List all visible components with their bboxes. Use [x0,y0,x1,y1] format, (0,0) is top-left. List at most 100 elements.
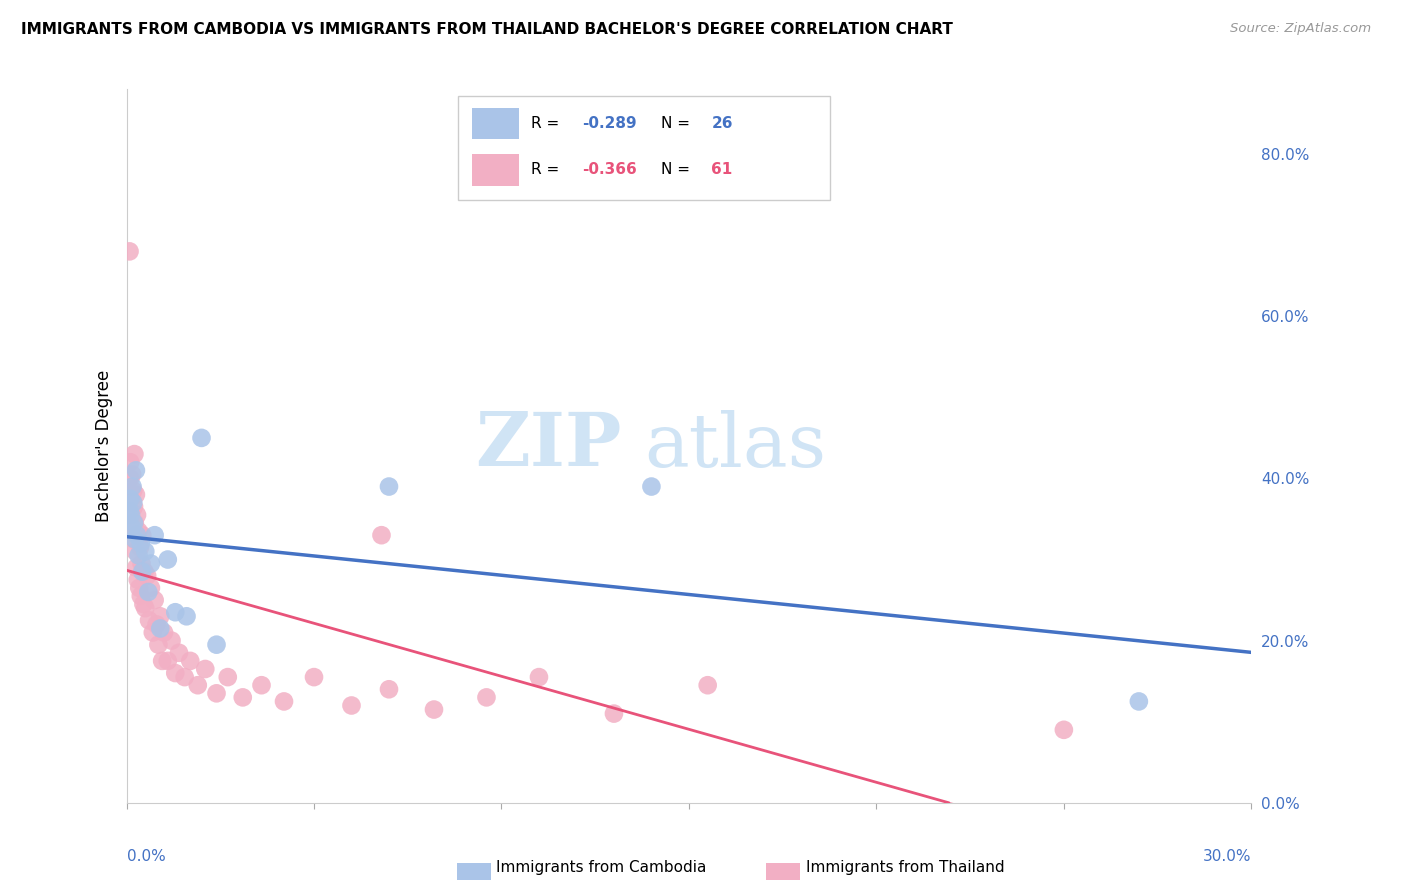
Point [179,654,201,668]
Point [128,524,150,538]
Point [121,479,143,493]
Point [640,479,662,493]
Point [173,670,195,684]
Point [153,625,176,640]
Point [124,447,146,461]
Y-axis label: Bachelor's Degree: Bachelor's Degree [94,370,112,522]
Point [124,516,146,530]
Point [1128,694,1150,708]
Point [527,670,550,684]
Point [128,549,150,563]
Point [187,678,209,692]
Text: 26: 26 [711,116,733,131]
Text: atlas: atlas [644,409,827,483]
Point [121,520,143,534]
Point [131,528,153,542]
Text: ZIP: ZIP [475,409,621,483]
Point [120,491,142,506]
Point [176,609,198,624]
Point [250,678,273,692]
Point [217,670,239,684]
Point [118,488,141,502]
Text: 30.0%: 30.0% [1204,849,1251,864]
Point [134,601,156,615]
Point [118,244,141,259]
Point [118,504,141,518]
Point [131,565,153,579]
Point [122,500,145,514]
Point [121,467,143,482]
Text: 0.0%: 0.0% [127,849,166,864]
Point [145,617,167,632]
Text: Immigrants from Thailand: Immigrants from Thailand [806,860,1004,874]
Point [273,694,295,708]
Point [165,605,187,619]
Point [124,544,146,558]
Point [150,654,173,668]
Point [165,666,187,681]
Point [156,552,179,566]
Point [134,565,156,579]
Text: Source: ZipAtlas.com: Source: ZipAtlas.com [1230,22,1371,36]
Point [190,431,212,445]
Point [120,491,142,506]
Text: N =: N = [661,116,695,131]
FancyBboxPatch shape [472,108,519,139]
Text: -0.289: -0.289 [582,116,637,131]
Point [127,573,149,587]
Text: 61: 61 [711,162,733,178]
Text: Immigrants from Cambodia: Immigrants from Cambodia [496,860,707,874]
Point [125,508,148,522]
Point [340,698,363,713]
Text: -0.366: -0.366 [582,162,637,178]
Point [120,508,142,522]
FancyBboxPatch shape [472,154,519,186]
Point [149,609,172,624]
Point [129,536,152,550]
Point [120,516,142,530]
Point [232,690,254,705]
Point [194,662,217,676]
Point [302,670,325,684]
Point [160,633,183,648]
Point [125,488,148,502]
Point [124,533,146,547]
Point [138,613,160,627]
Point [603,706,626,721]
Point [121,520,143,534]
Point [167,646,190,660]
Point [148,638,170,652]
Point [156,654,179,668]
Point [125,463,148,477]
Point [139,581,162,595]
Point [120,455,142,469]
Point [370,528,392,542]
Text: R =: R = [531,162,565,178]
Point [143,593,166,607]
Point [696,678,718,692]
Point [132,597,155,611]
Point [378,682,401,697]
Point [475,690,498,705]
Point [423,702,446,716]
Point [120,471,142,485]
Point [118,504,141,518]
Text: R =: R = [531,116,565,131]
Point [143,528,166,542]
Point [122,516,145,530]
Point [128,581,150,595]
Point [205,638,228,652]
Point [129,541,152,555]
Point [149,622,172,636]
Point [125,560,148,574]
Point [131,557,153,571]
Point [205,686,228,700]
Point [378,479,401,493]
Point [129,589,152,603]
Point [125,528,148,542]
Point [142,625,165,640]
Point [134,544,156,558]
Point [122,496,145,510]
Point [136,585,159,599]
Point [136,568,159,582]
